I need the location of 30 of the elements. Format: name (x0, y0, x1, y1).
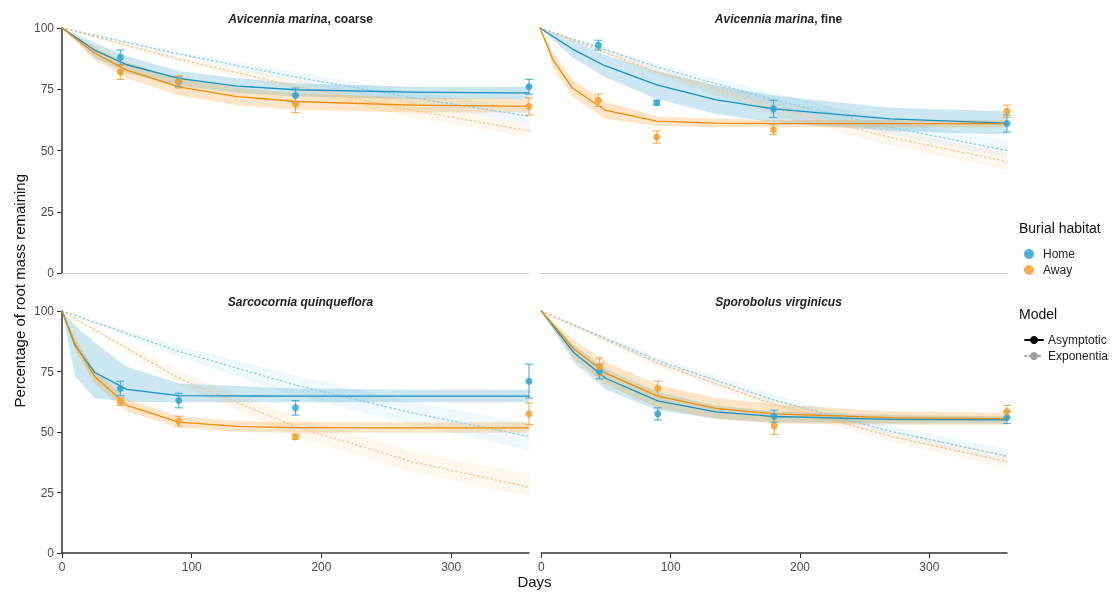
x-tick-label: 200 (790, 560, 811, 574)
x-tick-label: 300 (441, 560, 462, 574)
chart-title: Sporobolus virginicus (715, 295, 843, 309)
legend-label: Asymptotic (1048, 333, 1107, 347)
x-tick-label: 0 (537, 560, 545, 574)
legend-title: Model (1019, 306, 1058, 322)
legend-label: Home (1043, 247, 1076, 261)
y-tick-label: 100 (33, 304, 55, 318)
legend-label: Exponential (1048, 349, 1111, 363)
y-tick-label: 50 (40, 425, 55, 439)
y-tick-label: 0 (47, 266, 55, 280)
y-tick-label: 0 (47, 546, 55, 560)
y-tick-label: 25 (40, 204, 55, 219)
y-tick-label: 100 (33, 21, 55, 35)
x-tick-label: 200 (311, 560, 332, 574)
chart-title: Avicennia marina, coarse (227, 12, 374, 26)
x-tick-label: 0 (58, 560, 66, 574)
y-tick-label: 50 (40, 143, 55, 158)
chart-title: Sarcocornia quinqueflora (227, 295, 374, 309)
x-tick-label: 300 (919, 560, 940, 574)
x-tick-label: 100 (181, 560, 203, 574)
x-tick-label: 100 (660, 560, 682, 574)
y-tick-label: 75 (40, 82, 55, 97)
y-tick-label: 25 (40, 485, 55, 500)
y-tick-label: 75 (40, 364, 55, 379)
x-axis-title: Days (516, 573, 553, 591)
legend-title: Burial habitat (1019, 220, 1101, 236)
chart-title: Avicennia marina, fine (713, 12, 843, 26)
y-axis-title: Percentage of root mass remaining (10, 173, 28, 408)
legend-label: Away (1043, 263, 1073, 277)
